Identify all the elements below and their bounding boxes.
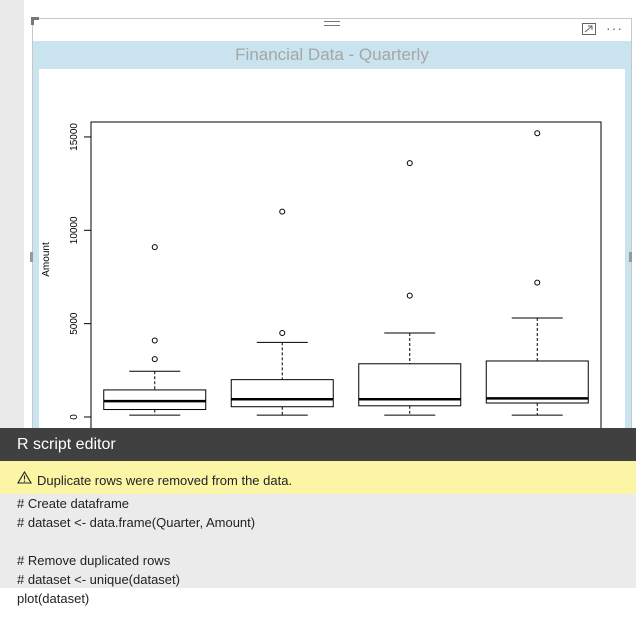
resize-handle-right[interactable] bbox=[629, 252, 632, 262]
code-line: # dataset <- data.frame(Quarter, Amount) bbox=[17, 515, 256, 530]
outlier-point bbox=[279, 329, 286, 336]
warning-icon bbox=[17, 471, 32, 484]
outlier-point bbox=[406, 160, 413, 167]
code-line-editable[interactable]: plot(dataset) bbox=[17, 591, 90, 606]
box bbox=[485, 360, 589, 404]
warning-message: Duplicate rows were removed from the dat… bbox=[37, 473, 293, 488]
outlier-point bbox=[406, 292, 413, 299]
selection-corner bbox=[31, 17, 39, 25]
y-tick-label: 0 bbox=[69, 414, 80, 420]
outlier-point bbox=[279, 208, 286, 215]
outlier-point bbox=[534, 130, 541, 137]
outlier-point bbox=[151, 356, 158, 363]
editor-title: R script editor bbox=[17, 436, 116, 453]
resize-handle-left[interactable] bbox=[30, 252, 33, 262]
y-tick-label: 10000 bbox=[69, 216, 80, 244]
plot-frame: 0 5000 10000 15000 Amount bbox=[33, 69, 631, 431]
code-line: # Remove duplicated rows bbox=[17, 553, 171, 568]
outlier-point bbox=[151, 337, 158, 344]
drag-grip-icon[interactable] bbox=[324, 21, 340, 31]
boxplot-chart: 0 5000 10000 15000 Amount bbox=[41, 121, 602, 431]
code-editor-readonly[interactable]: # Create dataframe # dataset <- data.fra… bbox=[0, 494, 636, 588]
visual-title-bar: Financial Data - Quarterly bbox=[33, 41, 631, 69]
r-script-editor-header[interactable]: R script editor bbox=[0, 428, 636, 461]
r-visual-container[interactable]: ··· Financial Data - Quarterly 0 5000 1000… bbox=[31, 17, 632, 431]
warning-banner: Duplicate rows were removed from the dat… bbox=[0, 461, 636, 494]
more-options-icon[interactable]: ··· bbox=[606, 20, 623, 36]
visual-title: Financial Data - Quarterly bbox=[235, 45, 429, 64]
focus-mode-icon[interactable] bbox=[582, 22, 596, 35]
y-axis-label: Amount bbox=[41, 242, 52, 277]
code-line: # dataset <- unique(dataset) bbox=[17, 572, 180, 587]
box bbox=[230, 379, 334, 408]
y-tick-label: 15000 bbox=[69, 123, 80, 151]
box bbox=[103, 389, 207, 411]
outlier-point bbox=[151, 244, 158, 251]
outlier-point bbox=[534, 279, 541, 286]
y-tick-label: 5000 bbox=[69, 312, 80, 335]
code-line: # Create dataframe bbox=[17, 496, 130, 511]
